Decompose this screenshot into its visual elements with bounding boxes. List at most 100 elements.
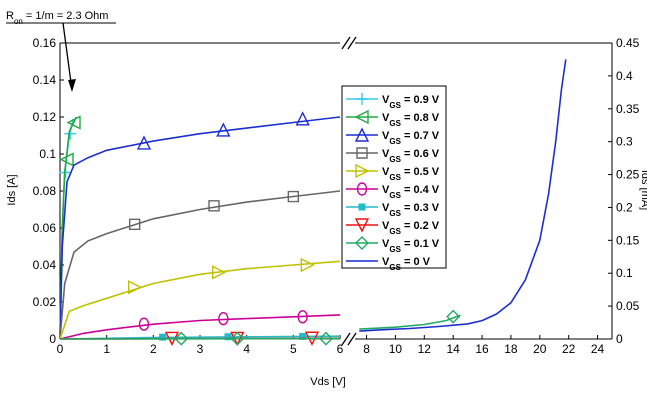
annotation: Ron = 1/m = 2.3 Ohm <box>6 10 116 92</box>
x-tick-label-right: 12 <box>418 342 432 356</box>
data-point <box>319 331 333 346</box>
data-point <box>287 190 300 203</box>
legend-marker <box>356 93 368 105</box>
series-8 <box>59 309 461 346</box>
y-tick-label-left: 0.1 <box>39 147 56 161</box>
data-point <box>211 265 227 280</box>
legend-label: VGS = 0.3 V <box>382 202 440 218</box>
legend-entry: VGS = 0.4 V <box>346 182 440 200</box>
y-axis-label-right: Ids [mA] <box>639 170 647 210</box>
legend-entry: VGS = 0.2 V <box>346 218 440 236</box>
x-axis-label: Vds [V] <box>310 376 345 388</box>
x-tick-label: 3 <box>197 342 204 356</box>
axis-break-top <box>341 36 357 50</box>
legend-label: VGS = 0.6 V <box>382 148 440 164</box>
series-4 <box>59 257 341 340</box>
legend-entry: VGS = 0.8 V <box>346 109 440 128</box>
data-point <box>66 115 81 130</box>
legend-label: VGS = 0.7 V <box>382 130 440 146</box>
annotation-arrow-shaft <box>62 22 73 91</box>
data-point <box>230 331 245 346</box>
data-point <box>300 257 315 273</box>
legend-marker <box>354 109 369 125</box>
legend-marker <box>354 127 370 142</box>
series-2 <box>59 111 341 340</box>
legend-label: VGS = 0.9 V <box>382 94 440 110</box>
legend-label: VGS = 0.8 V <box>382 112 440 128</box>
legend-label: VGS = 0 V <box>382 256 431 272</box>
x-tick-label: 0 <box>57 342 64 356</box>
annotation-arrowhead <box>68 79 76 92</box>
x-tick-label-right: 18 <box>504 342 518 356</box>
series-9 <box>359 59 567 332</box>
legend-label: VGS = 0.5 V <box>382 166 440 182</box>
y-tick-label-left: 0.08 <box>33 184 57 198</box>
data-point <box>127 280 143 295</box>
series-line-right <box>359 314 461 330</box>
legend-entry: VGS = 0.6 V <box>346 147 440 164</box>
series-5 <box>59 310 341 340</box>
x-tick-label: 6 <box>337 342 344 356</box>
legend-entry: VGS = 0.9 V <box>346 93 440 110</box>
legend-entry: VGS = 0.5 V <box>346 163 440 182</box>
y-axis-label-left: Ids [A] <box>6 174 18 205</box>
legend-marker <box>354 218 370 233</box>
legend-marker <box>356 147 368 159</box>
x-tick-label: 5 <box>290 342 297 356</box>
legend-entry: VGS = 0 V <box>346 256 431 272</box>
annotation-label: Ron = 1/m = 2.3 Ohm <box>6 10 108 26</box>
y-tick-label-left: 0.16 <box>33 36 57 50</box>
y-tick-label-right: 0.2 <box>616 200 633 214</box>
y-tick-label-left: 0.04 <box>33 258 57 272</box>
series-line <box>59 260 341 340</box>
series-layer <box>59 59 567 347</box>
x-tick-label: 1 <box>103 342 110 356</box>
y-tick-label-left: 0 <box>49 332 56 346</box>
y-tick-label-right: 0.05 <box>616 299 640 313</box>
legend-entry: VGS = 0.1 V <box>346 236 440 254</box>
y-tick-label-left: 0.14 <box>33 73 57 87</box>
ticks-layer: 0 1 2 3 4 5 600.020.040.060.080.10.120.140.168… <box>33 36 640 356</box>
y-tick-label-left: 0.12 <box>33 110 57 124</box>
series-line <box>59 314 341 340</box>
data-point <box>224 333 232 341</box>
data-point <box>128 218 141 230</box>
legend-entry: VGS = 0.7 V <box>346 127 440 146</box>
x-tick-label-right: 10 <box>389 342 403 356</box>
y-tick-label-left: 0.06 <box>33 221 57 235</box>
x-tick-label: 4 <box>243 342 250 356</box>
legend-label: VGS = 0.1 V <box>382 238 440 254</box>
data-point <box>208 200 220 212</box>
x-tick-label-right: 8 <box>363 342 370 356</box>
legend-entry: VGS = 0.3 V <box>346 202 440 218</box>
legend: VGS = 0.9 V VGS = 0.8 V VGS = 0.7 V VGS = 0… <box>341 85 447 272</box>
data-point <box>295 111 310 126</box>
y-tick-label-left: 0.02 <box>33 295 57 309</box>
y-tick-label-right: 0.15 <box>616 233 640 247</box>
data-point <box>59 152 74 167</box>
series-3 <box>59 190 341 340</box>
legend-label: VGS = 0.4 V <box>382 184 440 200</box>
x-tick-label: 2 <box>150 342 157 356</box>
y-tick-label-right: 0.25 <box>616 168 640 182</box>
y-tick-label-right: 0.35 <box>616 102 640 116</box>
legend-marker <box>355 163 370 179</box>
x-tick-label-right: 14 <box>447 342 461 356</box>
series-line <box>59 116 341 340</box>
y-tick-label-right: 0.3 <box>616 135 633 149</box>
data-point <box>136 135 152 150</box>
data-point <box>159 333 167 341</box>
axis-break-bottom <box>341 332 357 346</box>
data-point <box>138 317 150 331</box>
x-tick-label-right: 22 <box>562 342 576 356</box>
data-point <box>174 331 189 346</box>
y-tick-label-right: 0.1 <box>616 266 633 280</box>
data-point <box>218 311 229 326</box>
y-tick-label-right: 0.45 <box>616 36 640 50</box>
data-point <box>297 310 308 324</box>
legend-marker <box>355 236 369 250</box>
legend-marker <box>358 203 366 211</box>
x-tick-label-right: 24 <box>591 342 605 356</box>
legend-label: VGS = 0.2 V <box>382 220 440 236</box>
